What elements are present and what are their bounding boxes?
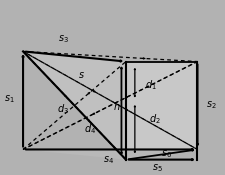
Text: $d_1$: $d_1$ — [145, 78, 156, 92]
Text: $s$: $s$ — [78, 70, 85, 80]
Polygon shape — [23, 51, 126, 160]
Text: $d_3$: $d_3$ — [57, 102, 69, 116]
Text: $s_2$: $s_2$ — [206, 100, 216, 111]
Text: $s_6$: $s_6$ — [161, 149, 172, 160]
Text: $s_3$: $s_3$ — [58, 34, 69, 46]
Text: $s_5$: $s_5$ — [152, 162, 163, 174]
Text: $d_2$: $d_2$ — [149, 112, 161, 126]
Text: $d_4$: $d_4$ — [84, 122, 96, 136]
Text: $s_4$: $s_4$ — [103, 154, 114, 166]
Polygon shape — [23, 149, 198, 160]
Polygon shape — [126, 62, 198, 160]
Text: $h$: $h$ — [113, 100, 121, 111]
Text: $s_1$: $s_1$ — [4, 93, 15, 105]
